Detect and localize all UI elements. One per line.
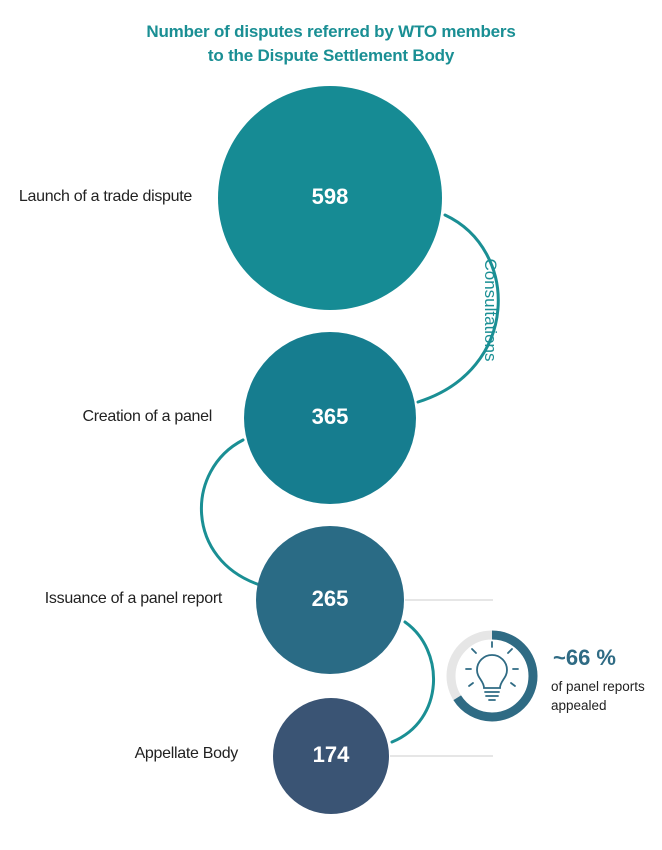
title-line-2: to the Dispute Settlement Body <box>207 46 455 65</box>
stage-count-launch: 598 <box>311 184 349 209</box>
stage-count-report: 265 <box>311 586 349 611</box>
stage-label-panel: Creation of a panel <box>82 408 212 425</box>
diagram-title: Number of disputes referred by WTO membe… <box>0 20 662 68</box>
stage-circle-report <box>256 526 404 674</box>
stage-circle-launch <box>218 86 442 310</box>
connector-panel-to-report <box>200 438 262 587</box>
phase-label-consultations: Consultations <box>481 258 500 362</box>
stage-count-appellate: 174 <box>312 742 350 767</box>
lightbulb-icon <box>465 641 519 701</box>
stat-ring-progress <box>446 630 538 722</box>
stage-count-panel: 365 <box>311 404 349 429</box>
stage-circle-panel <box>244 332 416 504</box>
stat-description: of panel reports appealed <box>551 679 645 713</box>
title-line-1: Number of disputes referred by WTO membe… <box>146 22 516 41</box>
connector-report-to-appellate <box>390 620 435 744</box>
connector-launch-to-panel <box>416 213 500 404</box>
stage-label-appellate: Appellate Body <box>134 745 239 762</box>
stage-label-launch: Launch of a trade dispute <box>18 188 192 205</box>
stage-label-report: Issuance of a panel report <box>44 590 223 607</box>
stat-value: ~66 % <box>553 645 616 670</box>
stage-circle-appellate <box>273 698 389 814</box>
